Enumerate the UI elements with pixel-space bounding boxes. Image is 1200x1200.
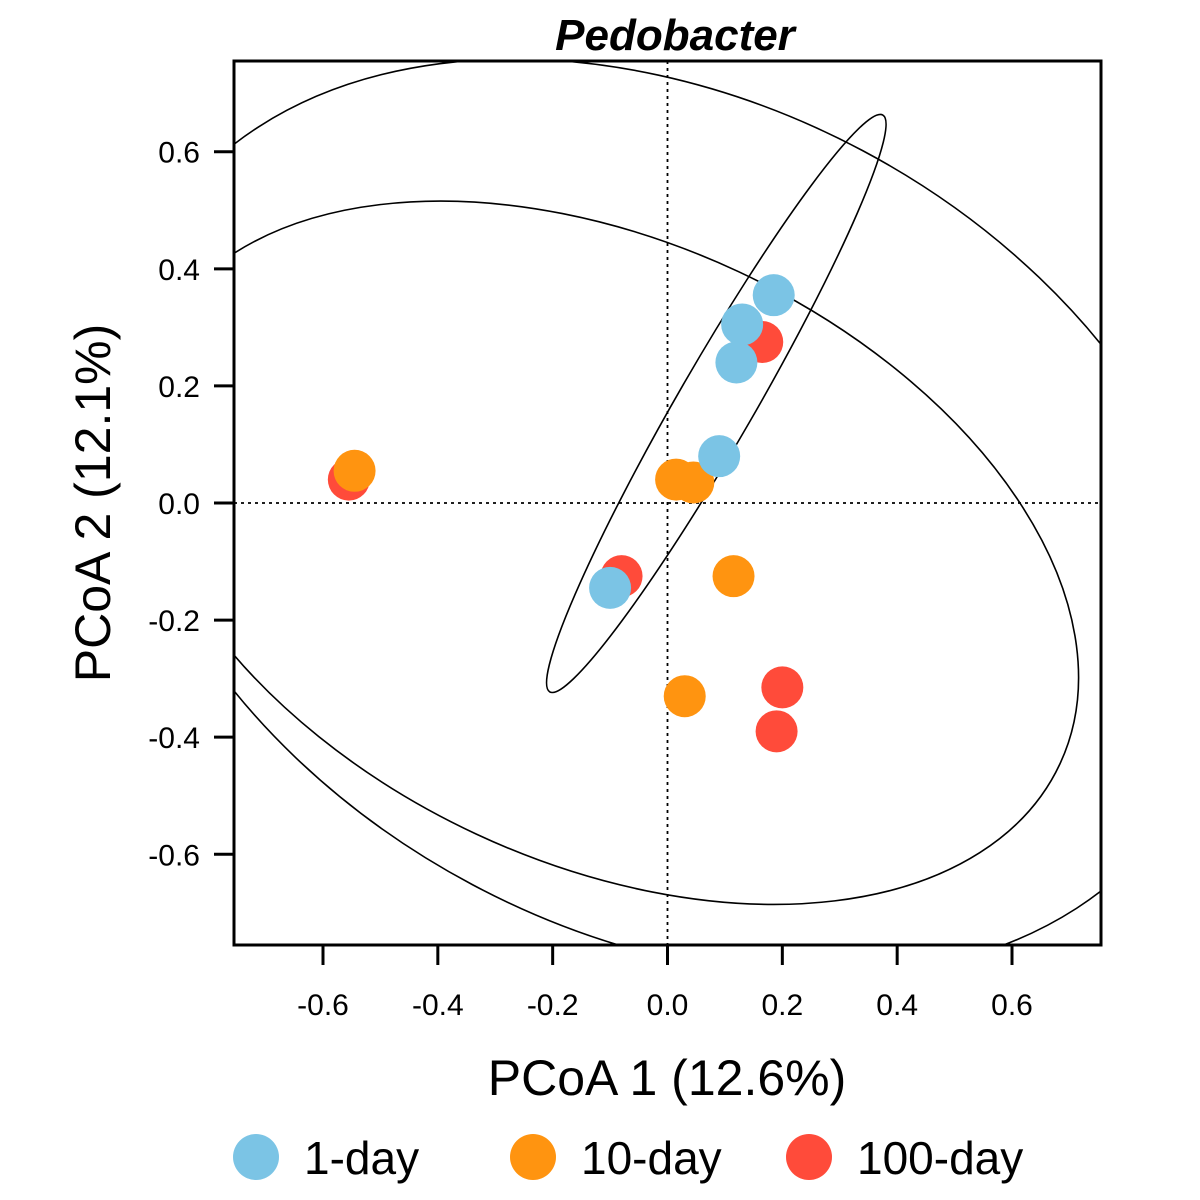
data-points <box>327 274 804 753</box>
confidence-ellipse-3 <box>545 113 887 694</box>
point-10-day-3 <box>672 461 715 504</box>
x-tick-label: 0.6 <box>991 989 1033 1022</box>
confidence-ellipse-2 <box>234 61 1101 945</box>
legend: 1-day 10-day 100-day <box>233 1132 1023 1184</box>
legend-marker-1-day <box>233 1134 279 1180</box>
x-tick-label: 0.2 <box>761 989 803 1022</box>
point-10-day-5 <box>663 675 706 718</box>
y-tick-label: 0.6 <box>158 137 200 170</box>
y-axis: -0.6 -0.4 -0.2 0.0 0.2 0.4 0.6 <box>148 137 234 872</box>
x-axis: -0.6 -0.4 -0.2 0.0 0.2 0.4 0.6 <box>297 945 1033 1022</box>
confidence-ellipse-1 <box>234 200 1080 906</box>
point-1-day-4 <box>698 435 741 478</box>
y-axis-label: PCoA 2 (12.1%) <box>65 324 121 683</box>
legend-label-10-day: 10-day <box>581 1132 722 1184</box>
point-1-day-2 <box>721 303 764 346</box>
x-tick-label: -0.6 <box>297 989 349 1022</box>
y-tick-label: -0.6 <box>148 839 200 872</box>
legend-label-100-day: 100-day <box>857 1132 1023 1184</box>
point-1-day-1 <box>752 274 795 317</box>
legend-marker-10-day <box>510 1134 556 1180</box>
point-100-day-5 <box>755 710 798 753</box>
x-axis-label: PCoA 1 (12.6%) <box>488 1050 847 1106</box>
x-tick-label: -0.4 <box>412 989 464 1022</box>
y-tick-label: -0.2 <box>148 605 200 638</box>
confidence-ellipses <box>234 61 1101 945</box>
legend-marker-100-day <box>786 1134 832 1180</box>
point-10-day-4 <box>712 555 755 598</box>
point-1-day-5 <box>589 566 632 609</box>
plot-area <box>232 59 1103 947</box>
point-100-day-4 <box>761 666 804 709</box>
x-tick-label: 0.0 <box>647 989 689 1022</box>
y-tick-label: 0.0 <box>158 488 200 521</box>
y-tick-label: 0.4 <box>158 254 200 287</box>
legend-label-1-day: 1-day <box>304 1132 419 1184</box>
reference-lines <box>234 61 1101 945</box>
chart-title: Pedobacter <box>555 11 798 60</box>
point-10-day-1 <box>333 449 376 492</box>
x-tick-label: -0.2 <box>527 989 579 1022</box>
y-tick-label: -0.4 <box>148 722 200 755</box>
x-tick-label: 0.4 <box>876 989 918 1022</box>
y-tick-label: 0.2 <box>158 371 200 404</box>
point-1-day-3 <box>715 341 758 384</box>
